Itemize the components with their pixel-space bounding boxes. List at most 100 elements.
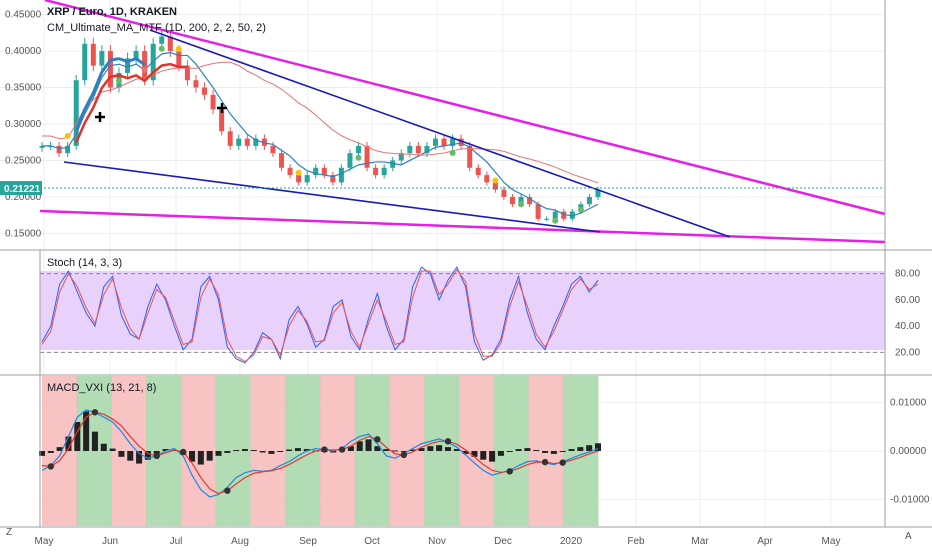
macd-histogram-bar <box>542 451 549 453</box>
candle-body <box>270 145 276 154</box>
auto-scale-button[interactable]: A <box>905 531 912 542</box>
macd-histogram-bar <box>489 451 496 462</box>
macd-histogram-bar <box>56 447 63 451</box>
macd-histogram-bar <box>383 449 390 451</box>
macd-histogram-bar <box>497 451 504 456</box>
macd-histogram-bar <box>436 445 443 451</box>
macd-cross-dot <box>180 448 187 456</box>
last-price-tag <box>0 181 42 196</box>
candle-body <box>330 175 336 183</box>
macd-histogram-bar <box>294 448 301 451</box>
candle-body <box>458 138 464 146</box>
navy-upper-trendline <box>149 29 731 238</box>
macd-cross-dot <box>321 446 328 453</box>
candle-body <box>184 65 190 81</box>
signal-dot <box>175 46 182 53</box>
x-tick-label: Mar <box>691 536 709 547</box>
ma-slow-line <box>42 61 599 184</box>
signal-dot <box>577 206 584 213</box>
macd-histogram-bar <box>400 451 407 452</box>
pink-lower-trendline <box>39 209 886 244</box>
signal-dot <box>141 66 148 73</box>
candle-body <box>586 196 592 205</box>
macd-cross-dot <box>400 451 408 459</box>
stoch-band <box>40 271 885 350</box>
candle-body <box>82 43 88 81</box>
indicator-label: CM_Ultimate_MA_MTF (1D, 200, 2, 2, 50, 2… <box>47 22 266 34</box>
candle-body <box>73 80 79 146</box>
candle-body <box>569 211 575 219</box>
macd-histogram-bar <box>250 450 257 452</box>
cross-marker <box>217 103 227 113</box>
candle-body <box>415 145 421 154</box>
macd-pane[interactable] <box>39 409 601 498</box>
stoch-label: Stoch (14, 3, 3) <box>47 257 123 269</box>
stoch-d-line <box>41 268 599 363</box>
signal-dot <box>552 217 559 224</box>
navy-lower-trendline <box>63 161 601 233</box>
price-tick-label: 0.20000 <box>5 192 42 203</box>
macd-histogram-bar <box>586 445 593 451</box>
candle-body <box>159 36 165 44</box>
stoch-k-line <box>41 266 599 364</box>
stoch-tick-label: 80.00 <box>895 269 920 280</box>
candle-body <box>527 196 533 205</box>
macd-histogram-bar <box>409 449 416 451</box>
macd-tick-label: 0.01000 <box>890 398 927 409</box>
candle-body <box>381 167 387 176</box>
signal-dot <box>64 133 71 140</box>
candle-body <box>99 51 105 66</box>
macd-histogram-bar <box>136 451 143 464</box>
macd-histogram-bar <box>347 446 354 451</box>
stoch-tick-label: 40.00 <box>895 321 920 332</box>
candle-body <box>227 131 233 146</box>
macd-histogram-bar <box>74 421 81 451</box>
macd-histogram-bar <box>392 450 399 452</box>
macd-histogram-bar <box>91 431 98 451</box>
ma-thick-blue <box>74 56 146 131</box>
zoom-corner-button[interactable]: Z <box>6 527 13 538</box>
macd-tick-label: 0.00000 <box>890 446 927 457</box>
macd-histogram-bar <box>427 446 434 451</box>
price-tick-label: 0.30000 <box>5 119 42 130</box>
signal-dot <box>115 78 122 85</box>
macd-histogram-bar <box>83 411 90 451</box>
price-pane[interactable] <box>0 0 886 244</box>
macd-histogram-bar <box>462 451 469 454</box>
candle-body <box>287 167 293 176</box>
signal-dot <box>492 177 499 184</box>
macd-histogram-bar <box>268 451 275 454</box>
stoch-pane[interactable] <box>40 266 885 364</box>
macd-histogram-bar <box>65 436 72 451</box>
candle-body <box>475 167 481 176</box>
macd-histogram-bar <box>189 451 196 462</box>
signal-dot <box>449 149 456 156</box>
macd-histogram-bar <box>153 451 160 454</box>
stoch-tick-label: 60.00 <box>895 295 920 306</box>
candle-body <box>552 211 558 219</box>
candle-body <box>244 138 250 146</box>
macd-histogram-bar <box>559 451 566 452</box>
macd-histogram-bar <box>550 451 557 454</box>
x-tick-label: Dec <box>494 536 512 547</box>
macd-tick-label: -0.01000 <box>890 494 930 505</box>
macd-cross-dot <box>91 409 99 416</box>
x-tick-label: Jun <box>102 536 118 547</box>
macd-histogram-bar <box>162 449 169 451</box>
macd-histogram-bar <box>330 451 337 453</box>
x-tick-label: Jul <box>170 536 183 547</box>
macd-histogram-bar <box>47 451 54 453</box>
chart-title: XRP / Euro, 1D, KRAKEN <box>47 6 177 18</box>
signal-dot <box>355 154 362 161</box>
x-tick-label: Sep <box>299 536 317 547</box>
candle-body <box>39 145 45 148</box>
candle-body <box>364 145 370 168</box>
macd-histogram-bar <box>524 448 531 451</box>
x-tick-label: May <box>35 536 54 547</box>
candle-body <box>338 167 344 183</box>
price-tick-label: 0.35000 <box>5 83 42 94</box>
macd-histogram-bar <box>286 449 293 451</box>
macd-cross-dot <box>153 452 160 460</box>
